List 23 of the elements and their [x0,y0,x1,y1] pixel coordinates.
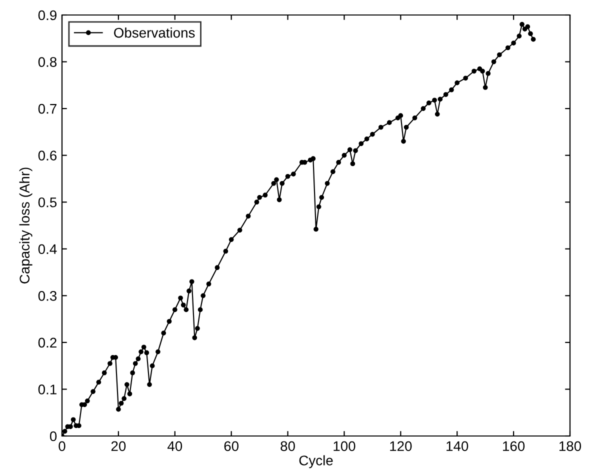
x-tick-label: 20 [111,441,126,452]
x-tick-label: 0 [58,441,66,452]
x-tick-label: 140 [446,441,468,452]
x-tick-label: 100 [334,441,356,452]
y-tick-label: 0.6 [38,150,57,161]
y-tick-label: 0.5 [38,197,57,208]
legend-label: Observations [114,28,195,38]
y-axis-title: Capacity loss (Ahr) [19,168,32,284]
x-tick-label: 80 [280,441,295,452]
x-tick-label: 160 [503,441,525,452]
y-tick-label: 0.3 [38,291,57,301]
y-tick-label: 0.7 [38,104,56,114]
y-tick-label: 0.1 [38,384,56,394]
y-tick-label: 0 [50,431,57,442]
y-tick-label: 0.4 [38,244,57,254]
x-tick-label: 180 [559,441,582,452]
x-tick-label: 40 [167,441,182,452]
y-tick-label: 0.2 [38,338,56,348]
y-tick-label: 0.8 [38,57,57,67]
x-tick-label: 60 [224,441,239,452]
x-axis-title: Cycle [299,455,333,468]
x-tick-label: 120 [390,441,412,452]
y-tick-label: 0.9 [38,10,56,20]
